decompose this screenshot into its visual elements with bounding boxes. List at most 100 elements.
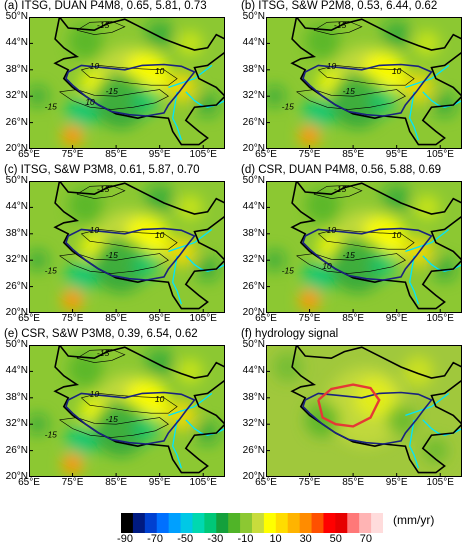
plateau-outline — [302, 391, 433, 445]
y-tick-label: 44°N — [242, 365, 265, 377]
contour-label: -15 — [343, 250, 356, 260]
panel: (f) hydrology signal 50°N 44°N 38°N 32°N 26°N… — [237, 328, 474, 498]
y-tick-label: 38°N — [242, 227, 265, 239]
y-tick-label: 20°N — [242, 471, 265, 482]
plateau-outline — [65, 227, 196, 281]
x-tick-label: 95°E — [385, 313, 408, 324]
colorbar-swatch — [359, 513, 372, 533]
contour-line — [76, 185, 126, 199]
x-tick-label: 65°E — [255, 149, 277, 160]
x-tick-label: 105°E — [189, 313, 217, 324]
x-tick-label: 105°E — [426, 477, 454, 488]
colorbar-swatch — [204, 513, 217, 533]
contour-line — [318, 65, 415, 86]
region-boundary — [53, 345, 225, 474]
y-tick-label: 32°N — [242, 90, 265, 102]
colorbar-swatch — [180, 513, 193, 533]
y-tick-label: 38°N — [5, 391, 28, 403]
colorbar-unit-label: (mm/yr) — [393, 513, 435, 527]
contour-label: -15 — [45, 101, 58, 111]
y-tick-label: 50°N — [5, 11, 28, 22]
contour-line — [81, 65, 178, 86]
river-line — [409, 419, 420, 469]
colorbar-tick-label: 70 — [359, 533, 373, 545]
x-tick-label: 105°E — [189, 149, 217, 160]
x-tick-label: 95°E — [385, 149, 408, 160]
contour-line — [296, 89, 406, 110]
colorbar-swatch — [216, 513, 229, 533]
plateau-outline — [65, 63, 196, 117]
y-tick-label: 20°N — [5, 471, 28, 482]
colorbar-swatch — [299, 513, 313, 533]
contour-label: -15 — [106, 414, 119, 424]
y-tick-label: 44°N — [5, 37, 28, 49]
contour-line — [59, 89, 169, 110]
colorbar-tick-label: -50 — [177, 533, 194, 545]
x-tick-label: 75°E — [61, 477, 84, 488]
contour-line — [296, 253, 406, 274]
panel-title: (e) CSR, S&W P3M8, 0.39, 6.54, 0.62 — [4, 328, 198, 340]
contour-label: -15 — [282, 101, 295, 111]
panel: -15 10 10 -15 -15 10 (d) CSR, DUAN P4M8, 0.56,… — [237, 164, 474, 334]
contour-label: 10 — [392, 66, 402, 76]
map-a: -15 10 10 -15 -15 10 — [29, 17, 225, 149]
panel-title: (f) hydrology signal — [241, 328, 339, 340]
river-line — [168, 228, 213, 253]
region-boundary — [53, 181, 225, 310]
river-line — [405, 392, 450, 417]
x-tick-label: 85°E — [105, 149, 128, 160]
x-tick-label: 85°E — [342, 477, 365, 488]
colorbar-swatch — [371, 513, 383, 533]
y-tick-label: 32°N — [5, 418, 28, 430]
x-tick-label: 65°E — [255, 477, 277, 488]
y-tick-label: 32°N — [242, 418, 265, 430]
x-tick-label: 75°E — [298, 313, 321, 324]
x-tick-label: 75°E — [298, 477, 321, 488]
y-tick-label: 26°N — [5, 116, 28, 128]
x-tick-label: 65°E — [255, 313, 277, 324]
river-line — [172, 255, 183, 305]
plateau-outline — [302, 227, 433, 281]
river-line — [405, 64, 450, 89]
colorbar-swatch — [287, 513, 301, 533]
panel: -15 10 10 -15 -15 (c) ITSG, S&W P3M8, 0.61, 5… — [0, 164, 237, 334]
contour-label: 10 — [90, 389, 100, 399]
river-line — [405, 228, 450, 253]
map-c: -15 10 10 -15 -15 — [29, 181, 225, 313]
colorbar-swatch — [168, 513, 182, 533]
colorbar-swatch — [132, 513, 146, 533]
y-tick-label: 32°N — [5, 90, 28, 102]
x-tick-label: 75°E — [298, 149, 321, 160]
y-tick-label: 20°N — [5, 143, 28, 154]
map-e: -15 10 10 -15 -15 — [29, 345, 225, 477]
y-tick-label: 26°N — [5, 444, 28, 456]
x-tick-label: 95°E — [148, 477, 171, 488]
x-tick-label: 65°E — [18, 477, 40, 488]
colorbar-tick-label: -10 — [237, 533, 254, 545]
river-line — [168, 392, 213, 417]
x-tick-label: 85°E — [105, 477, 128, 488]
colorbar-swatch — [347, 513, 360, 533]
x-tick-label: 105°E — [426, 313, 454, 324]
x-tick-label: 65°E — [18, 313, 40, 324]
y-tick-label: 20°N — [5, 307, 28, 318]
y-tick-label: 50°N — [242, 339, 265, 350]
y-tick-label: 38°N — [242, 391, 265, 403]
x-tick-label: 105°E — [189, 477, 217, 488]
x-tick-label: 105°E — [426, 149, 454, 160]
contour-line — [76, 349, 126, 363]
contour-label: 10 — [327, 61, 337, 71]
x-tick-label: 75°E — [61, 149, 84, 160]
panel: -15 10 10 -15 -15 (b) ITSG, S&W P2M8, 0.53, 6… — [237, 0, 474, 170]
y-tick-label: 38°N — [242, 63, 265, 75]
contour-label: -15 — [45, 265, 58, 275]
colorbar-tick-label: -90 — [117, 533, 133, 545]
contour-label: 10 — [155, 230, 165, 240]
contour-label: -15 — [282, 265, 295, 275]
y-tick-label: 50°N — [5, 175, 28, 186]
contour-label: 10 — [85, 97, 95, 107]
y-tick-label: 50°N — [242, 175, 265, 186]
y-tick-label: 32°N — [242, 254, 265, 266]
y-tick-label: 50°N — [242, 11, 265, 22]
colorbar-swatch — [121, 513, 134, 533]
